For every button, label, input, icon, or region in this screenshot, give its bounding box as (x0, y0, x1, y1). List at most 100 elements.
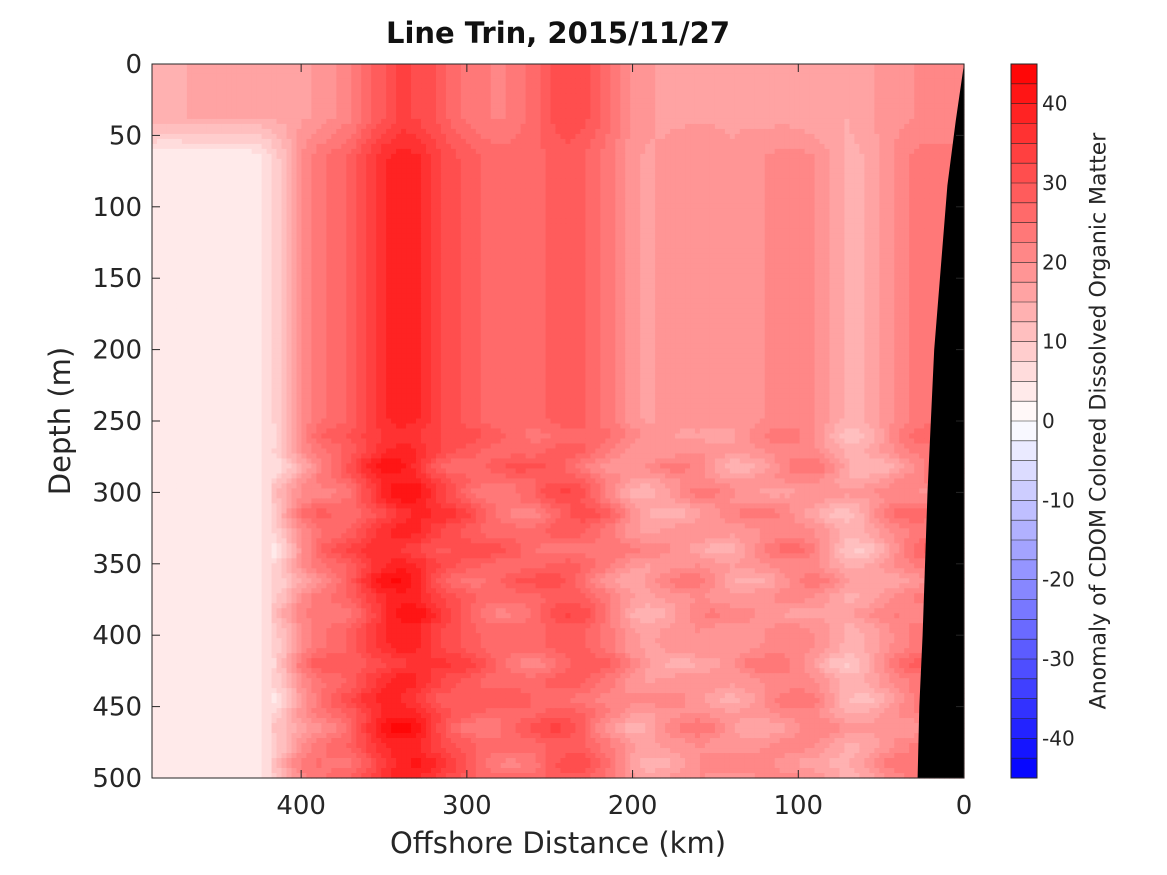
heat-cell (854, 114, 860, 120)
heat-cell (521, 214, 527, 220)
heat-cell (187, 79, 193, 85)
heat-cell (287, 114, 293, 120)
heat-cell (396, 104, 402, 110)
heat-cell (610, 109, 616, 115)
heat-cell (346, 194, 352, 200)
heat-cell (306, 64, 312, 70)
heat-cell (506, 64, 512, 70)
heat-cell (790, 79, 796, 85)
heat-cell (710, 164, 716, 170)
heat-cell (770, 159, 776, 165)
heat-cell (396, 129, 402, 135)
heat-cell (600, 169, 606, 175)
heat-cell (685, 99, 691, 105)
heat-cell (849, 99, 855, 105)
heat-cell (585, 134, 591, 140)
heat-cell (501, 84, 507, 90)
heat-cell (451, 144, 457, 150)
heat-cell (770, 144, 776, 150)
heat-cell (909, 174, 915, 180)
heat-cell (326, 199, 332, 205)
heat-cell (277, 94, 283, 100)
heat-cell (949, 69, 955, 75)
heat-cell (162, 79, 168, 85)
heat-cell (451, 119, 457, 125)
heat-cell (396, 194, 402, 200)
heat-cell (386, 99, 392, 105)
heat-cell (849, 124, 855, 130)
heat-cell (834, 184, 840, 190)
heat-cell (341, 84, 347, 90)
heat-cell (785, 84, 791, 90)
heat-cell (929, 189, 935, 195)
heat-cell (187, 104, 193, 110)
heat-cell (869, 164, 875, 170)
heat-cell (252, 149, 258, 155)
heat-cell (670, 79, 676, 85)
heat-cell (287, 164, 293, 170)
heat-cell (864, 179, 870, 185)
heat-cell (172, 164, 178, 170)
heat-cell (167, 99, 173, 105)
heat-cell (301, 189, 307, 195)
heat-cell (391, 124, 397, 130)
heat-cell (735, 169, 741, 175)
heat-cell (421, 184, 427, 190)
heat-cell (341, 159, 347, 165)
heat-cell (640, 124, 646, 130)
heat-cell (152, 99, 158, 105)
heat-cell (466, 114, 472, 120)
heat-cell (531, 139, 537, 145)
heat-cell (820, 119, 826, 125)
heat-cell (531, 199, 537, 205)
heat-cell (287, 64, 293, 70)
heat-cell (914, 209, 920, 215)
heat-cell (252, 79, 258, 85)
heat-cell (396, 169, 402, 175)
heat-cell (247, 169, 253, 175)
heat-cell (526, 99, 532, 105)
heat-cell (446, 104, 452, 110)
heat-cell (491, 134, 497, 140)
heat-cell (466, 144, 472, 150)
heat-cell (356, 134, 362, 140)
heat-cell (521, 114, 527, 120)
heat-cell (859, 194, 865, 200)
heat-cell (386, 69, 392, 75)
heat-cell (620, 184, 626, 190)
heat-cell (625, 74, 631, 80)
heat-cell (232, 214, 238, 220)
heat-cell (705, 209, 711, 215)
heat-cell (894, 64, 900, 70)
heat-cell (386, 149, 392, 155)
heat-cell (311, 79, 317, 85)
heat-cell (830, 69, 836, 75)
heat-cell (580, 99, 586, 105)
heat-cell (894, 199, 900, 205)
heat-cell (351, 64, 357, 70)
heat-cell (306, 184, 312, 190)
heat-cell (252, 69, 258, 75)
heat-cell (844, 139, 850, 145)
heat-cell (864, 144, 870, 150)
heat-cell (411, 74, 417, 80)
heat-cell (521, 189, 527, 195)
heat-cell (695, 109, 701, 115)
heat-cell (600, 204, 606, 210)
heat-cell (282, 204, 288, 210)
heat-cell (864, 119, 870, 125)
heat-cell (187, 89, 193, 95)
heat-cell (690, 99, 696, 105)
heat-cell (406, 89, 412, 95)
heat-cell (491, 79, 497, 85)
heat-cell (152, 189, 158, 195)
heat-cell (242, 179, 248, 185)
heat-cell (675, 179, 681, 185)
heat-cell (496, 139, 502, 145)
heat-cell (436, 139, 442, 145)
heat-cell (635, 189, 641, 195)
heat-cell (675, 84, 681, 90)
heat-cell (884, 144, 890, 150)
heat-cell (665, 204, 671, 210)
heat-cell (336, 124, 342, 130)
